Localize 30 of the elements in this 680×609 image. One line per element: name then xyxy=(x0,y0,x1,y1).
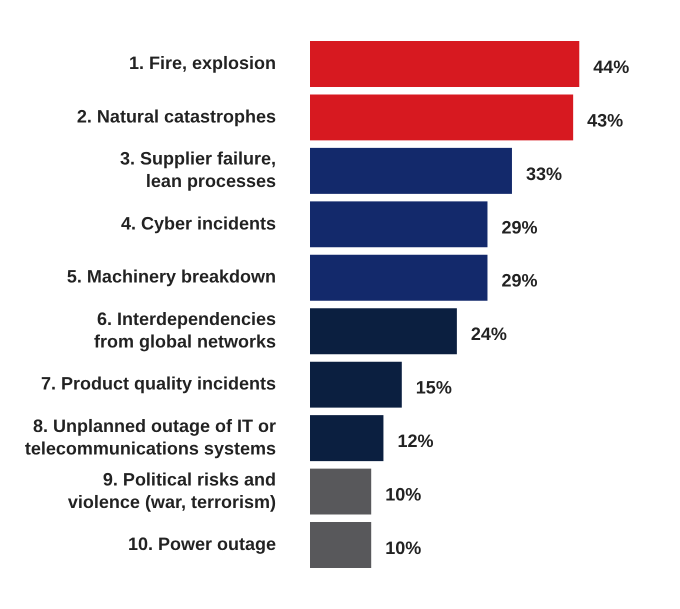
bar xyxy=(310,254,488,301)
y-tick-label: 10. Power outage xyxy=(128,534,276,554)
data-label: 10% xyxy=(385,484,422,505)
bar xyxy=(310,468,372,515)
bar xyxy=(310,362,402,408)
y-tick-label: 4. Cyber incidents xyxy=(120,213,276,234)
bar xyxy=(310,415,384,462)
bar xyxy=(310,522,372,568)
y-tick-label: 9. Political risks and violence (war, terrorism) xyxy=(68,469,276,512)
y-tick-label: 2. Natural catastrophes xyxy=(76,106,276,126)
bar xyxy=(310,308,457,354)
bar xyxy=(310,94,574,140)
bar xyxy=(310,40,580,87)
y-tick-label: 7. Product quality incidents xyxy=(40,374,276,394)
data-label: 44% xyxy=(593,56,630,77)
data-label: 10% xyxy=(385,538,422,558)
data-label: 15% xyxy=(416,378,452,398)
y-tick-label: 1. Fire, explosion xyxy=(128,52,276,73)
y-tick-label: 5. Machinery breakdown xyxy=(66,266,276,287)
y-tick-label: 8. Unplanned outage of IT or telecommunications systems xyxy=(24,416,276,458)
bar xyxy=(310,201,488,248)
data-label: 29% xyxy=(501,217,538,238)
data-label: 33% xyxy=(526,164,562,184)
data-label: 29% xyxy=(501,270,538,291)
data-label: 12% xyxy=(397,431,434,452)
data-label: 43% xyxy=(587,110,624,130)
data-label: 24% xyxy=(470,324,507,344)
y-tick-label: 6. Interdependencies from global networks xyxy=(94,308,276,352)
bar xyxy=(310,148,512,194)
y-tick-label: 3. Supplier failure, lean processes xyxy=(120,148,276,192)
